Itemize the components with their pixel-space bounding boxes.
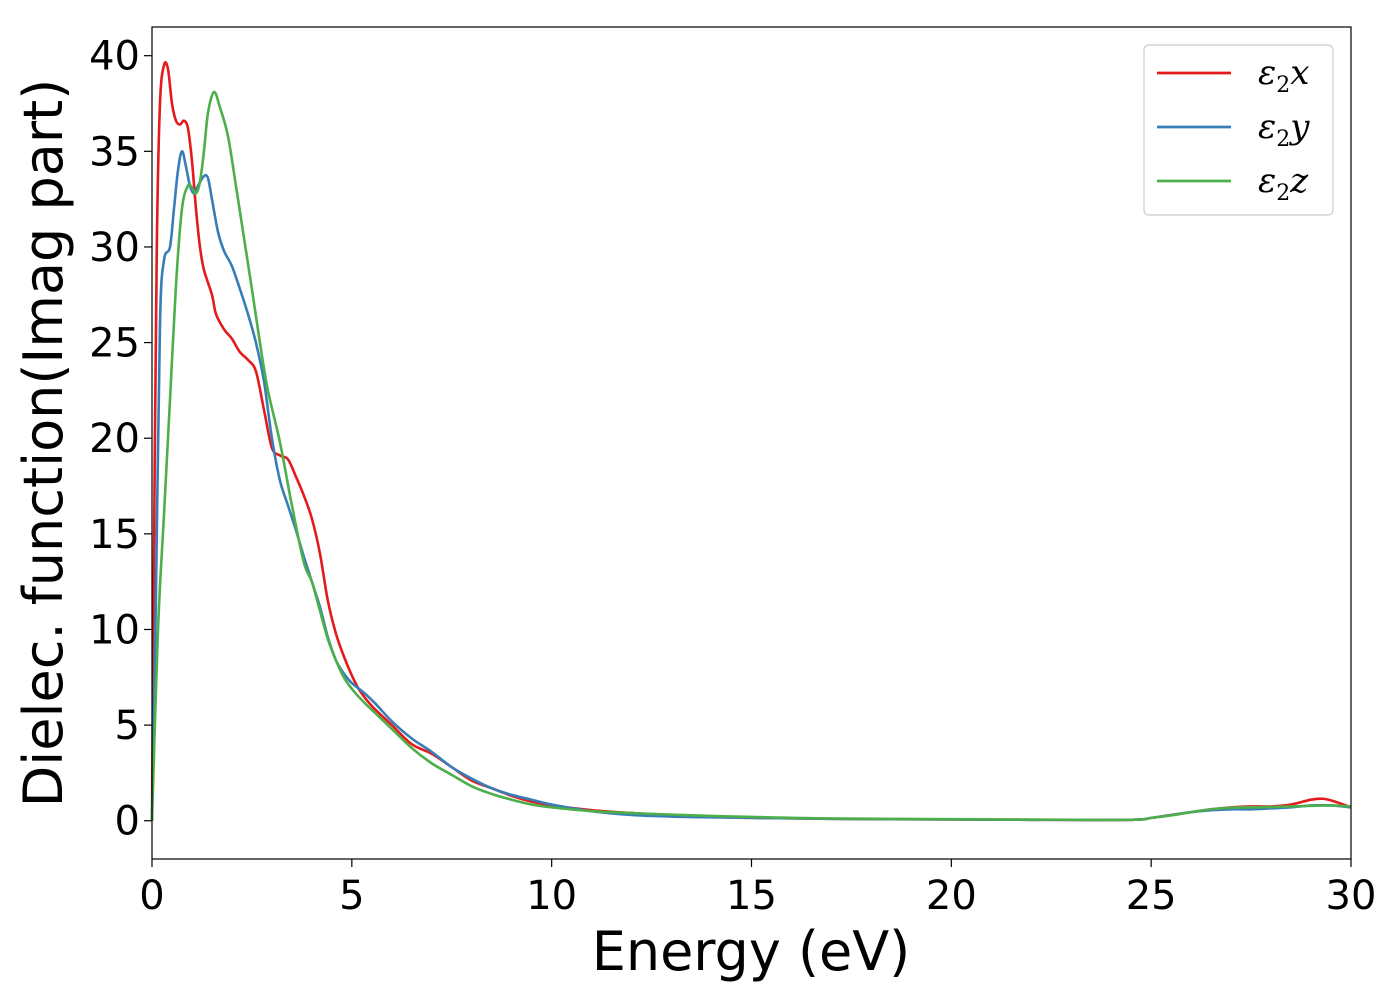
legend-box <box>1143 44 1334 216</box>
legend-label-x: ε2x <box>1258 53 1309 98</box>
y-tick-label: 40 <box>89 34 140 80</box>
y-axis-label: Dielec. function(Imag part) <box>12 79 75 808</box>
y-tick-label: 10 <box>89 607 140 653</box>
legend: ε2x ε2y ε2z <box>1143 44 1334 216</box>
x-axis-label: Energy (eV) <box>592 920 911 983</box>
x-tick-label: 0 <box>139 873 164 919</box>
x-tick-label: 15 <box>726 873 777 919</box>
y-tick-label: 25 <box>89 321 140 367</box>
y-tick-label: 15 <box>89 512 140 558</box>
y-tick-label: 5 <box>115 703 140 749</box>
legend-label-y: ε2y <box>1258 107 1310 152</box>
y-axis-ticks: 0 5 10 15 20 25 30 35 40 <box>89 34 152 845</box>
legend-label-z: ε2z <box>1258 161 1309 206</box>
series-line-z <box>150 90 1352 822</box>
y-tick-label: 0 <box>115 799 140 845</box>
x-tick-label: 20 <box>926 873 977 919</box>
y-tick-label: 35 <box>89 129 140 175</box>
x-tick-label: 10 <box>526 873 577 919</box>
y-tick-label: 30 <box>89 225 140 271</box>
y-tick-label: 20 <box>89 416 140 462</box>
x-tick-label: 5 <box>339 873 364 919</box>
series-layer <box>150 60 1352 822</box>
x-axis-ticks: 0 5 10 15 20 25 30 <box>139 859 1376 919</box>
x-tick-label: 30 <box>1326 873 1377 919</box>
x-tick-label: 25 <box>1126 873 1177 919</box>
